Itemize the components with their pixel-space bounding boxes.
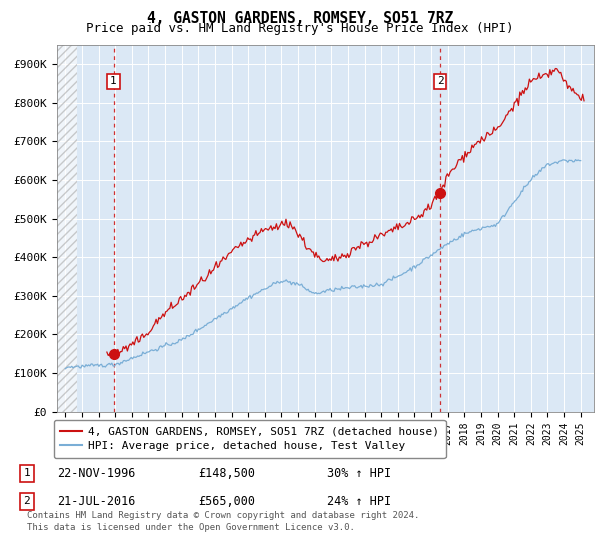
Bar — [57, 45, 77, 412]
Text: 2: 2 — [437, 77, 443, 86]
Text: £148,500: £148,500 — [198, 466, 255, 480]
Text: 1: 1 — [110, 77, 117, 86]
Text: £565,000: £565,000 — [198, 494, 255, 508]
Legend: 4, GASTON GARDENS, ROMSEY, SO51 7RZ (detached house), HPI: Average price, detach: 4, GASTON GARDENS, ROMSEY, SO51 7RZ (det… — [53, 420, 446, 458]
Text: 30% ↑ HPI: 30% ↑ HPI — [327, 466, 391, 480]
Text: 22-NOV-1996: 22-NOV-1996 — [57, 466, 136, 480]
Text: Price paid vs. HM Land Registry's House Price Index (HPI): Price paid vs. HM Land Registry's House … — [86, 22, 514, 35]
Text: 2: 2 — [23, 496, 31, 506]
Text: 24% ↑ HPI: 24% ↑ HPI — [327, 494, 391, 508]
Text: 1: 1 — [23, 468, 31, 478]
Text: 21-JUL-2016: 21-JUL-2016 — [57, 494, 136, 508]
Text: Contains HM Land Registry data © Crown copyright and database right 2024.
This d: Contains HM Land Registry data © Crown c… — [27, 511, 419, 532]
Text: 4, GASTON GARDENS, ROMSEY, SO51 7RZ: 4, GASTON GARDENS, ROMSEY, SO51 7RZ — [147, 11, 453, 26]
